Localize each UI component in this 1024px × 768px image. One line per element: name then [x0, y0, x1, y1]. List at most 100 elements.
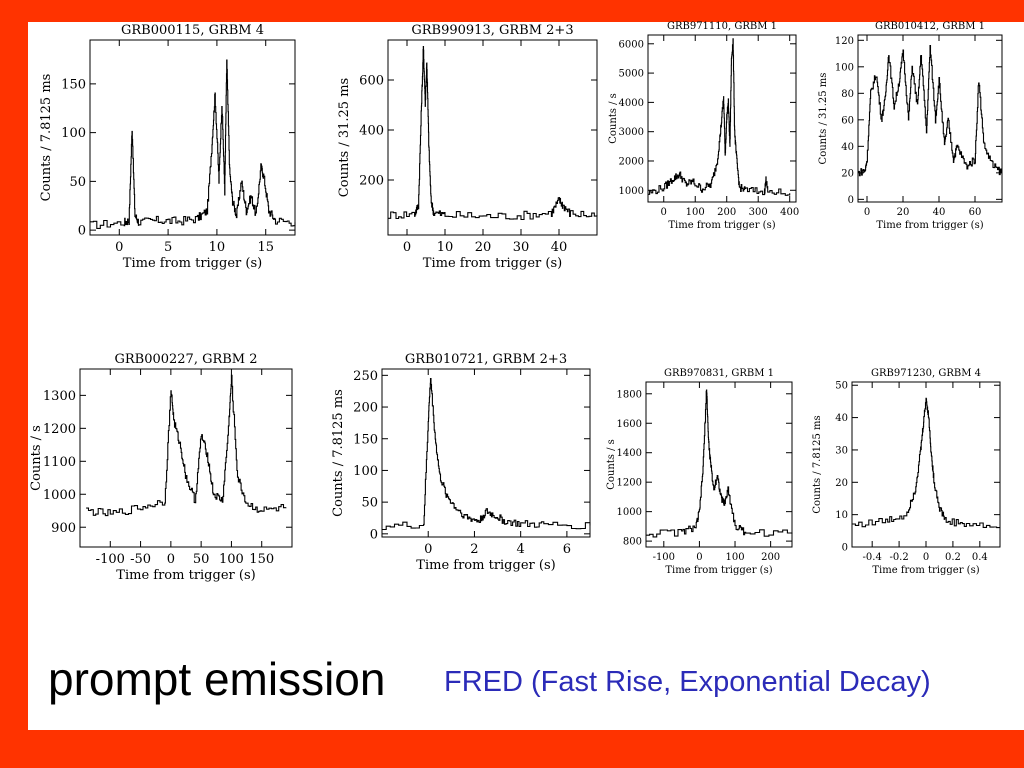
x-tick-label: 0 — [167, 552, 175, 567]
chart-title: GRB990913, GRBM 2+3 — [411, 23, 573, 38]
x-tick-label: 20 — [897, 207, 910, 218]
x-tick-label: 0 — [403, 240, 411, 255]
x-tick-label: 100 — [725, 552, 744, 563]
y-tick-label: 10 — [835, 510, 848, 521]
y-tick-label: 40 — [835, 413, 848, 424]
y-tick-label: 150 — [61, 77, 86, 92]
chart-title: GRB000115, GRBM 4 — [121, 23, 264, 38]
lightcurve-series — [388, 46, 598, 221]
y-tick-label: 100 — [353, 464, 378, 479]
x-tick-label: 0.2 — [945, 552, 961, 563]
x-tick-label: 400 — [780, 207, 799, 218]
x-tick-label: -0.4 — [863, 552, 882, 563]
plot-frame — [645, 381, 793, 548]
y-tick-label: 20 — [841, 168, 854, 179]
x-tick-label: 150 — [249, 552, 274, 567]
x-tick-label: 0 — [115, 240, 123, 255]
y-tick-label: 1600 — [617, 419, 642, 430]
y-tick-label: 30 — [835, 445, 848, 456]
x-tick-label: 200 — [761, 552, 780, 563]
y-tick-label: 200 — [353, 401, 378, 416]
y-tick-label: 0 — [842, 543, 848, 554]
y-tick-label: 400 — [359, 124, 384, 139]
x-tick-label: 200 — [717, 207, 736, 218]
slide-subtitle: FRED (Fast Rise, Exponential Decay) — [444, 666, 931, 698]
y-tick-label: 2000 — [619, 156, 644, 167]
y-tick-label: 800 — [623, 537, 642, 548]
lightcurve-series — [858, 44, 1002, 177]
x-tick-label: 10 — [437, 240, 454, 255]
plot-frame — [647, 34, 797, 203]
x-tick-label: 50 — [193, 552, 210, 567]
x-tick-label: 300 — [749, 207, 768, 218]
y-tick-label: 100 — [835, 62, 854, 73]
x-tick-label: 0 — [424, 542, 432, 557]
y-tick-label: 1100 — [43, 455, 76, 470]
y-axis-label: Counts / s — [608, 93, 619, 144]
x-tick-label: 2 — [470, 542, 478, 557]
y-axis-label: Counts / 31.25 ms — [818, 73, 829, 165]
plot-frame — [387, 39, 598, 236]
x-tick-label: 6 — [563, 542, 571, 557]
chart-title: GRB010721, GRBM 2+3 — [405, 352, 567, 367]
y-tick-label: 20 — [835, 478, 848, 489]
y-tick-label: 50 — [69, 175, 86, 190]
chart-panel-6: 0 2 4 6 0 50 100 150 200 250 GRB010721, GRBM 2+3 Ti… — [331, 352, 591, 573]
x-tick-label: 4 — [517, 542, 525, 557]
x-axis-label: Time from trigger (s) — [665, 565, 772, 576]
lightcurve-series — [648, 38, 791, 196]
x-tick-label: -0.2 — [889, 552, 908, 563]
y-axis-label: Counts / s — [29, 425, 44, 491]
x-axis-label: Time from trigger (s) — [876, 220, 983, 231]
y-tick-label: 1000 — [619, 186, 644, 197]
chart-panel-3: 0 100 200 300 400 1000 2000 3000 4000 5000 6000 GRB… — [608, 21, 799, 231]
plot-frame — [89, 39, 296, 236]
x-tick-label: 100 — [686, 207, 705, 218]
x-tick-label: 0 — [661, 207, 667, 218]
lightcurve-series — [852, 397, 1000, 529]
y-axis-label: Counts / 31.25 ms — [337, 78, 352, 197]
y-tick-label: 120 — [835, 36, 854, 47]
x-axis-label: Time from trigger (s) — [423, 256, 562, 271]
chart-title: GRB000227, GRBM 2 — [114, 352, 257, 367]
x-axis-label: Time from trigger (s) — [123, 256, 262, 271]
chart-title: GRB971230, GRBM 4 — [871, 368, 981, 379]
y-tick-label: 60 — [841, 115, 854, 126]
y-tick-label: 1800 — [617, 389, 642, 400]
x-tick-label: -100 — [653, 552, 675, 563]
y-tick-label: 5000 — [619, 69, 644, 80]
y-tick-label: 4000 — [619, 98, 644, 109]
y-tick-label: 150 — [353, 432, 378, 447]
x-tick-label: 40 — [933, 207, 946, 218]
lightcurve-series — [646, 389, 793, 538]
x-tick-label: 0 — [923, 552, 929, 563]
y-tick-label: 1000 — [617, 507, 642, 518]
y-tick-label: 1200 — [43, 422, 76, 437]
x-axis-label: Time from trigger (s) — [668, 220, 775, 231]
chart-panel-4: 0 20 40 60 0 20 40 60 80 100 120 GRB010412, GRBM 1 T… — [818, 21, 1003, 231]
x-tick-label: 0 — [864, 207, 870, 218]
y-axis-label: Counts / 7.8125 ms — [331, 389, 346, 517]
chart-panel-8: -0.4 -0.2 0 0.2 0.4 0 10 20 30 40 50 GRB971230, GRB… — [812, 368, 1001, 576]
chart-title: GRB010412, GRBM 1 — [875, 21, 985, 32]
y-tick-label: 3000 — [619, 127, 644, 138]
x-tick-label: 5 — [164, 240, 172, 255]
x-axis-label: Time from trigger (s) — [416, 558, 555, 573]
chart-panel-5: -100 -50 0 50 100 150 900 1000 1100 1200 1300 GRB00… — [29, 352, 293, 583]
y-tick-label: 6000 — [619, 39, 644, 50]
y-tick-label: 50 — [835, 381, 848, 392]
x-tick-label: 10 — [209, 240, 226, 255]
y-tick-label: 40 — [841, 142, 854, 153]
x-tick-label: 0.4 — [972, 552, 988, 563]
lightcurve-series — [382, 377, 591, 531]
chart-panel-2: 0 10 20 30 40 200 400 600 GRB990913, GRBM 2+3 Tim… — [337, 23, 598, 271]
chart-panel-7: -100 0 100 200 800 1000 1200 1400 1600 1800 GRB970… — [606, 368, 793, 576]
y-tick-label: 0 — [370, 527, 378, 542]
x-tick-label: 15 — [257, 240, 274, 255]
y-axis-label: Counts / 7.8125 ms — [812, 415, 823, 513]
x-tick-label: 40 — [551, 240, 568, 255]
y-tick-label: 0 — [848, 195, 854, 206]
y-tick-label: 1000 — [43, 488, 76, 503]
y-tick-label: 900 — [51, 521, 76, 536]
